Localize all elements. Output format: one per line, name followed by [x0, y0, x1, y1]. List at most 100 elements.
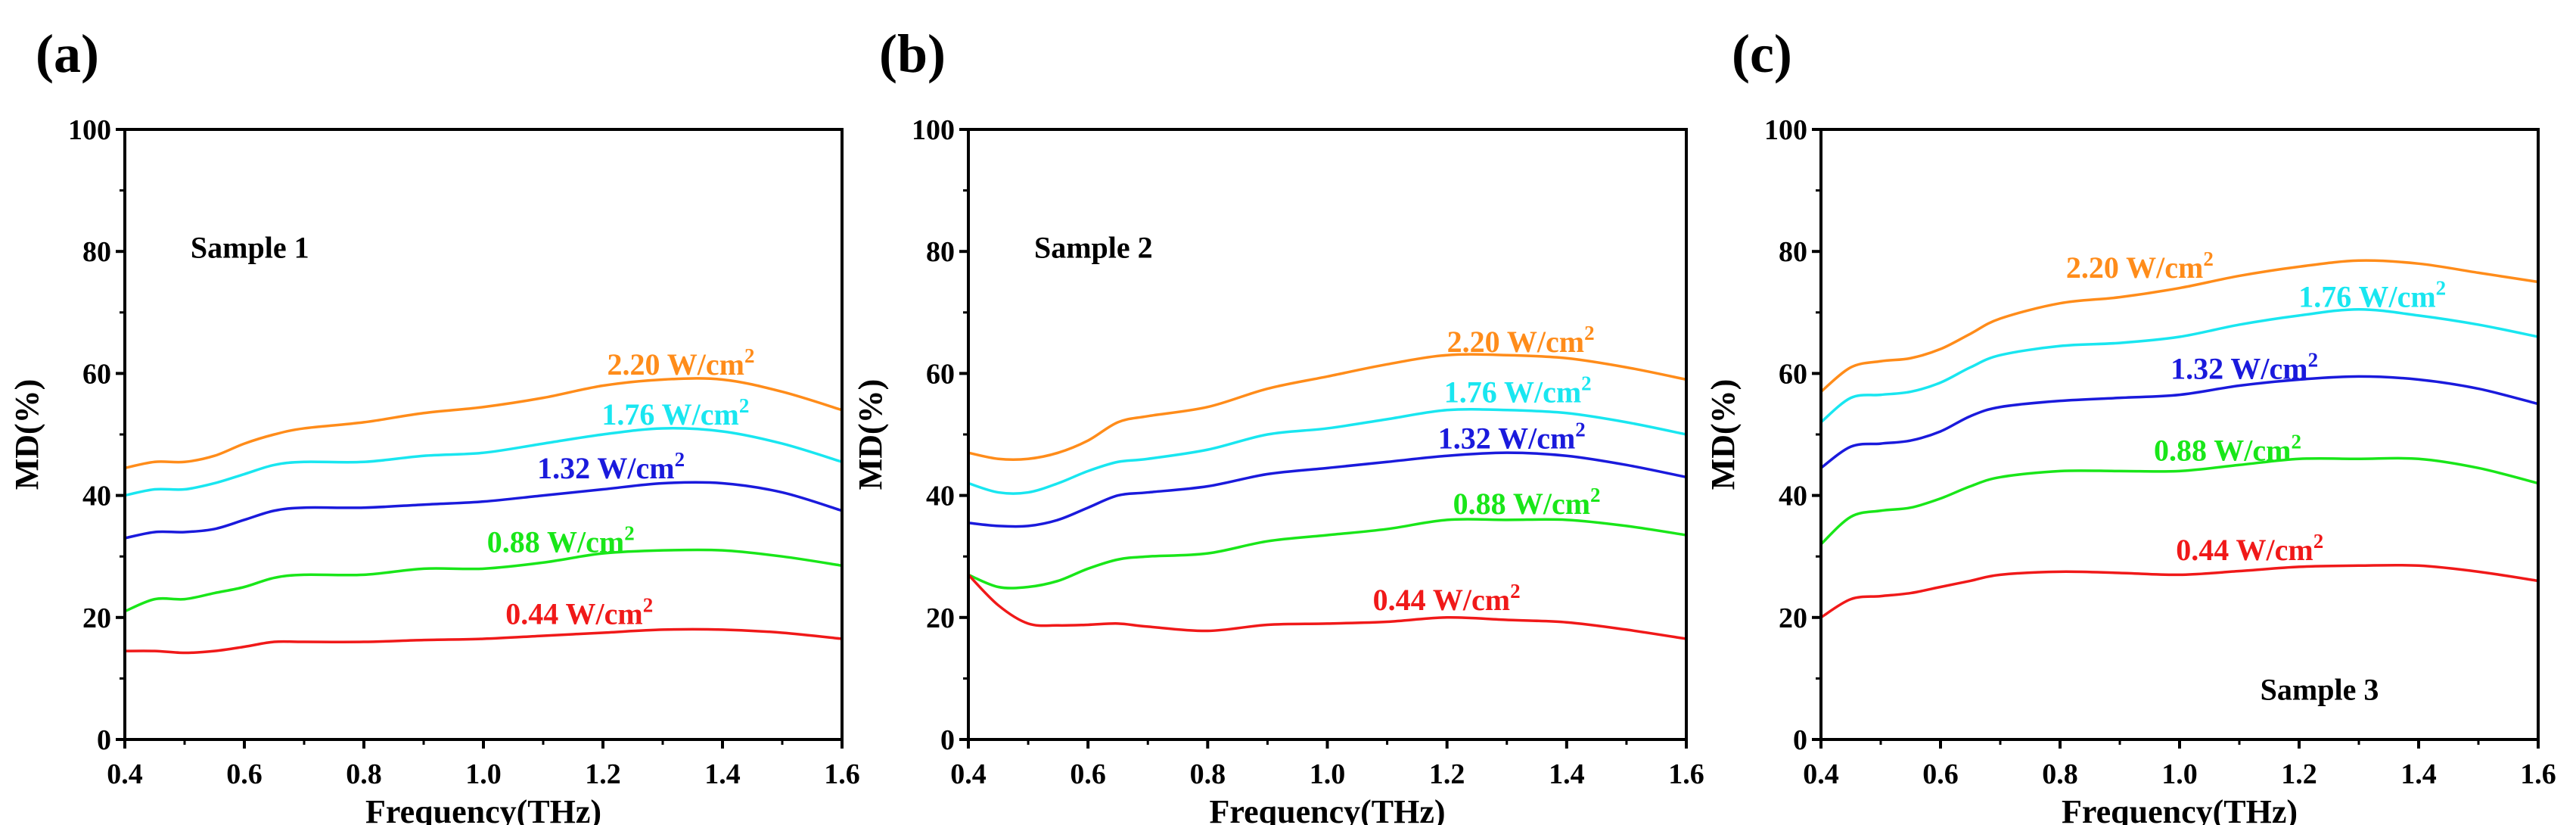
x-tick-label: 1.6 [2520, 758, 2556, 790]
sample-annotation: Sample 3 [2261, 673, 2379, 707]
y-tick-label: 60 [926, 358, 955, 390]
series-label: 0.88 W/cm2 [487, 522, 635, 559]
series-label-text: 2.20 W/cm [607, 347, 744, 381]
x-tick-label: 1.4 [2400, 758, 2437, 790]
y-tick-label: 0 [1793, 724, 1807, 756]
series-label: 2.20 W/cm2 [607, 344, 755, 381]
panel-label: (b) [879, 23, 946, 84]
x-tick-label: 1.6 [824, 758, 860, 790]
x-tick-label: 1.0 [465, 758, 502, 790]
y-tick-label: 0 [97, 724, 111, 756]
y-axis-title: MD(%) [8, 379, 45, 490]
y-tick-label: 20 [82, 602, 111, 634]
y-tick-label: 0 [940, 724, 955, 756]
x-tick-label: 1.6 [1668, 758, 1704, 790]
series-label-text: 0.44 W/cm [1373, 583, 1510, 617]
x-tick-label: 0.6 [1922, 758, 1959, 790]
y-tick-label: 80 [926, 236, 955, 268]
y-tick-label: 80 [82, 236, 111, 268]
series-line-1.76 [968, 407, 1687, 495]
series-label-text: 0.88 W/cm [1453, 487, 1590, 521]
series-line-1.76 [1819, 308, 2539, 424]
x-tick-label: 0.4 [950, 758, 987, 790]
series-label: 0.44 W/cm2 [505, 594, 653, 631]
series-label: 1.76 W/cm2 [1444, 372, 1592, 409]
series-line-0.44 [967, 574, 1687, 640]
x-tick-label: 1.4 [704, 758, 741, 790]
x-tick-label: 1.2 [2281, 758, 2317, 790]
x-tick-label: 0.8 [346, 758, 382, 790]
y-tick-label: 60 [1779, 358, 1807, 390]
x-tick-label: 0.6 [1070, 758, 1106, 790]
series-label-superscript: 2 [744, 344, 755, 367]
series-label: 1.32 W/cm2 [1438, 419, 1586, 456]
series-line-2.20 [968, 353, 1687, 461]
series-label-text: 1.76 W/cm [2298, 280, 2435, 314]
series-label-superscript: 2 [1590, 484, 1601, 506]
y-tick-label: 40 [82, 481, 111, 512]
x-tick-label: 0.6 [226, 758, 263, 790]
x-tick-label: 1.0 [2161, 758, 2198, 790]
series-label-superscript: 2 [2308, 349, 2319, 372]
x-tick-label: 1.2 [1429, 758, 1465, 790]
series-label-text: 1.32 W/cm [1438, 422, 1575, 456]
series-label: 0.88 W/cm2 [1453, 484, 1601, 521]
series-label-superscript: 2 [1510, 580, 1521, 602]
series-label: 1.76 W/cm2 [2298, 277, 2446, 314]
y-tick-label: 60 [82, 358, 111, 390]
series-label: 1.76 W/cm2 [601, 394, 749, 431]
series-label-text: 2.20 W/cm [1447, 325, 1584, 359]
series-label-text: 1.76 W/cm [601, 397, 738, 431]
series-label-superscript: 2 [2436, 277, 2447, 300]
x-axis-title: Frequency(THz) [1209, 793, 1445, 825]
series-label-text: 0.88 W/cm [2154, 434, 2291, 468]
series-label-superscript: 2 [1584, 322, 1595, 344]
series-line-1.32 [1819, 375, 2539, 469]
series-label: 1.32 W/cm2 [537, 448, 685, 485]
y-tick-label: 40 [926, 481, 955, 512]
series-label-superscript: 2 [1575, 419, 1586, 441]
x-tick-label: 0.8 [1190, 758, 1226, 790]
series-line-0.88 [124, 548, 843, 613]
series-line-2.20 [124, 377, 843, 470]
series-label-superscript: 2 [2313, 530, 2324, 553]
x-tick-label: 0.4 [107, 758, 143, 790]
x-axis-title: Frequency(THz) [365, 793, 601, 825]
sample-annotation: Sample 2 [1034, 230, 1153, 264]
series-label-superscript: 2 [2203, 248, 2214, 270]
y-tick-label: 100 [912, 114, 955, 146]
series-line-0.88 [1819, 456, 2539, 546]
y-tick-label: 20 [926, 602, 955, 634]
y-tick-label: 40 [1779, 481, 1807, 512]
series-label-superscript: 2 [2291, 431, 2301, 453]
series-label: 2.20 W/cm2 [2066, 248, 2214, 285]
series-label-text: 0.88 W/cm [487, 525, 624, 559]
sample-annotation: Sample 1 [191, 230, 309, 264]
series-label-superscript: 2 [1581, 372, 1592, 394]
series-label-text: 1.32 W/cm [2170, 352, 2307, 386]
x-tick-label: 1.0 [1310, 758, 1346, 790]
series-label-text: 0.44 W/cm [505, 597, 642, 631]
panel-label: (a) [36, 23, 99, 84]
series-label-text: 2.20 W/cm [2066, 251, 2203, 285]
y-tick-label: 80 [1779, 236, 1807, 268]
series-line-0.44 [124, 627, 843, 655]
x-tick-label: 0.4 [1803, 758, 1839, 790]
series-label: 0.88 W/cm2 [2154, 431, 2301, 468]
x-tick-label: 0.8 [2042, 758, 2078, 790]
series-line-1.32 [124, 481, 843, 540]
panel-label: (c) [1732, 23, 1792, 84]
series-label: 0.44 W/cm2 [2176, 530, 2323, 567]
series-line-2.20 [1819, 259, 2539, 393]
x-axis-title: Frequency(THz) [2062, 793, 2298, 825]
series-label-superscript: 2 [624, 522, 635, 545]
series-label-text: 1.76 W/cm [1444, 375, 1581, 409]
x-tick-label: 1.4 [1549, 758, 1585, 790]
series-line-0.88 [968, 518, 1687, 590]
y-tick-label: 100 [1764, 114, 1807, 146]
series-label-text: 0.44 W/cm [2176, 533, 2313, 567]
y-tick-label: 100 [68, 114, 111, 146]
